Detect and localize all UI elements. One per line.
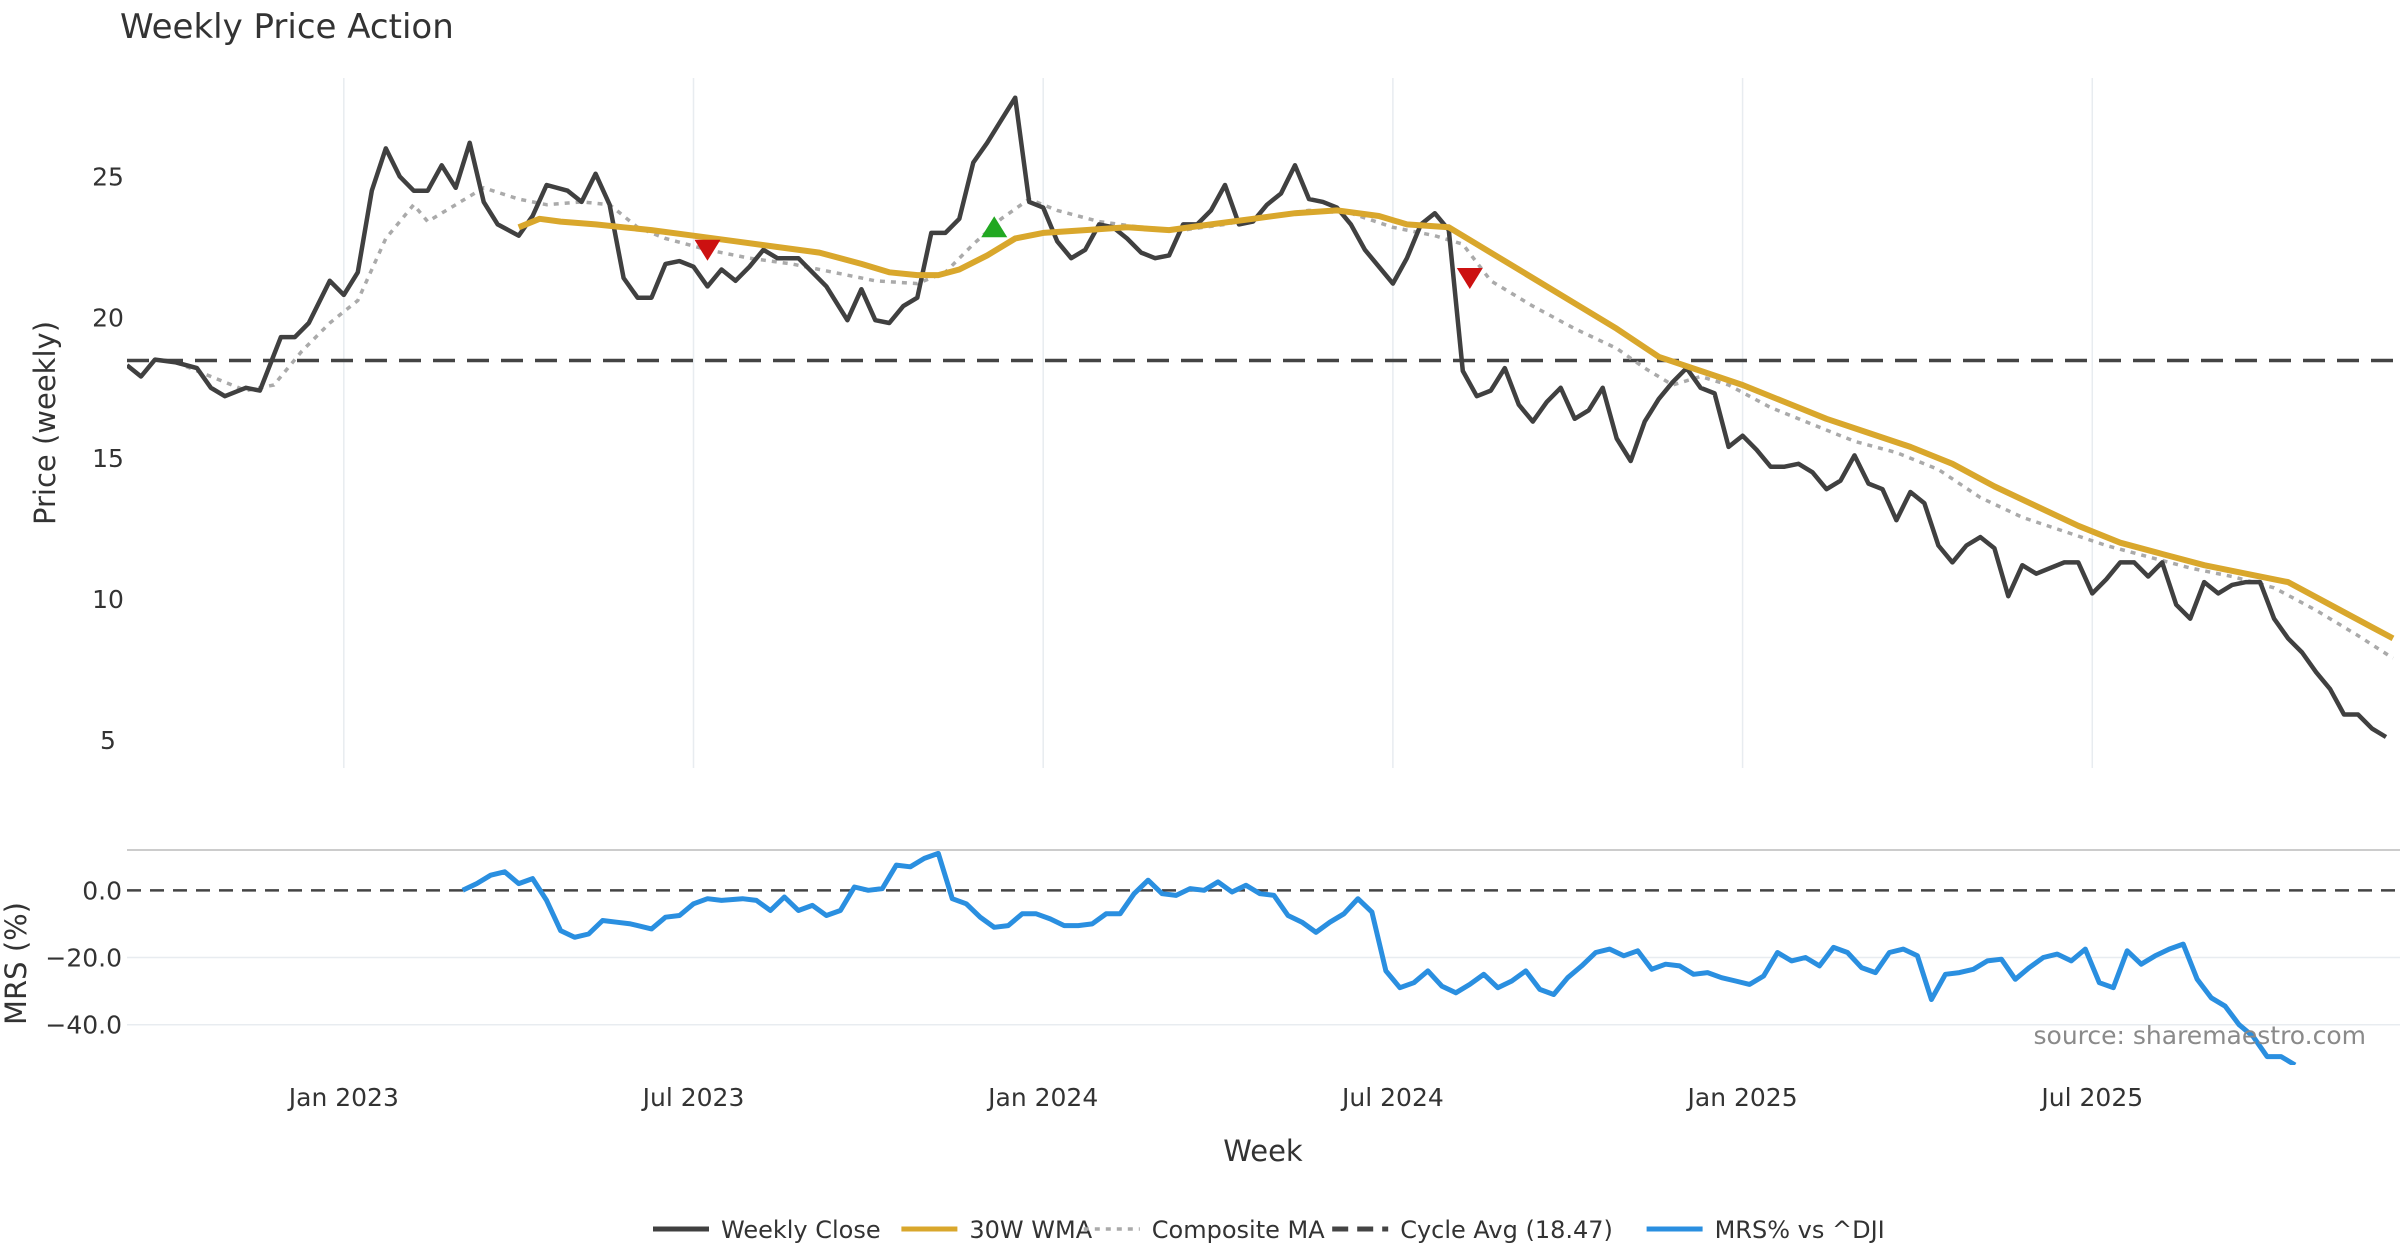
composite-line <box>175 186 2394 660</box>
x-tick-label: Jan 2024 <box>986 1083 1098 1112</box>
legend-label-composite: Composite MA <box>1152 1216 1325 1244</box>
x-tick-label: Jul 2023 <box>641 1083 745 1112</box>
mrs-y-tick-label: 0.0 <box>82 876 122 905</box>
legend: Weekly Close 30W WMA Composite MA Cycle Avg… <box>653 1216 1885 1244</box>
x-tick-label: Jan 2025 <box>1686 1083 1798 1112</box>
mrs-y-axis-title: MRS (%) <box>0 902 33 1025</box>
mrs-panel: 0.0 −20.0 −40.0 MRS (%) <box>0 849 2400 1065</box>
sell-signal-marker <box>1456 267 1483 289</box>
chart-title: Weekly Price Action <box>120 7 454 47</box>
legend-label-cycle: Cycle Avg (18.47) <box>1400 1216 1613 1244</box>
mrs-line <box>461 850 2297 1065</box>
mrs-y-tick-label: −20.0 <box>45 944 122 973</box>
wma-line <box>517 207 2395 642</box>
source-watermark: source: sharemaestro.com <box>2034 1021 2367 1050</box>
x-axis-title: Week <box>1223 1134 1303 1168</box>
price-y-axis-title: Price (weekly) <box>28 321 62 525</box>
mrs-y-tick-label: −40.0 <box>45 1011 122 1040</box>
x-axis: Jan 2023 Jul 2023 Jan 2024 Jul 2024 Jan 2025… <box>287 1083 2143 1112</box>
price-y-tick-label: 20 <box>92 303 124 332</box>
x-tick-label: Jul 2025 <box>2039 1083 2143 1112</box>
buy-signal-marker <box>981 216 1008 238</box>
sell-signal-marker <box>694 239 721 261</box>
legend-label-close: Weekly Close <box>721 1216 881 1244</box>
close-line <box>127 95 2388 739</box>
price-panel: 5 10 15 20 25 Price (weekly) <box>28 78 2400 768</box>
x-tick-label: Jul 2024 <box>1340 1083 1444 1112</box>
legend-label-wma: 30W WMA <box>969 1216 1092 1244</box>
legend-label-mrs: MRS% vs ^DJI <box>1715 1216 1885 1244</box>
price-y-tick-label: 15 <box>92 444 124 473</box>
price-y-tick-label: 5 <box>100 726 116 755</box>
price-y-tick-label: 25 <box>92 163 124 192</box>
x-tick-label: Jan 2023 <box>287 1083 399 1112</box>
price-y-tick-label: 10 <box>92 585 124 614</box>
